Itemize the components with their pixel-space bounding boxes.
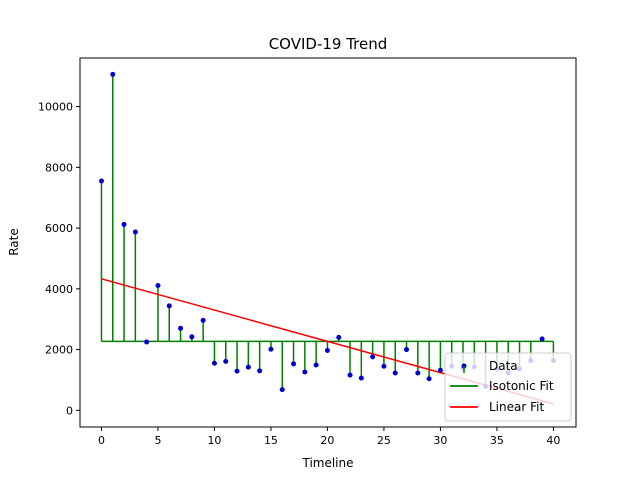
data-point bbox=[302, 369, 308, 375]
data-point bbox=[268, 346, 274, 352]
data-point bbox=[347, 372, 353, 378]
data-point bbox=[200, 317, 206, 323]
x-tick-label: 25 bbox=[377, 434, 391, 447]
legend-isotonic-label: Isotonic Fit bbox=[489, 379, 554, 393]
legend-box bbox=[444, 352, 572, 422]
data-point bbox=[257, 368, 263, 374]
data-point bbox=[155, 282, 161, 288]
data-point bbox=[539, 336, 545, 342]
data-point bbox=[189, 334, 195, 340]
data-point bbox=[313, 362, 319, 368]
data-point bbox=[144, 339, 150, 345]
data-point bbox=[392, 370, 398, 376]
data-point bbox=[121, 221, 127, 227]
y-tick-label: 6000 bbox=[45, 222, 73, 235]
x-tick-label: 30 bbox=[433, 434, 447, 447]
x-axis-label: Timeline bbox=[301, 456, 353, 470]
data-point bbox=[132, 229, 138, 235]
legend: Data Isotonic Fit Linear Fit bbox=[444, 352, 572, 422]
y-tick-label: 0 bbox=[66, 404, 73, 417]
x-tick-label: 0 bbox=[98, 434, 105, 447]
data-point bbox=[324, 347, 330, 353]
data-point bbox=[245, 364, 251, 370]
x-tick-label: 40 bbox=[546, 434, 560, 447]
data-point bbox=[234, 368, 240, 374]
data-point bbox=[279, 387, 285, 393]
y-tick-label: 8000 bbox=[45, 161, 73, 174]
data-point bbox=[358, 375, 364, 381]
data-point bbox=[404, 347, 410, 353]
data-point bbox=[98, 178, 104, 184]
data-point bbox=[178, 325, 184, 331]
data-point bbox=[166, 303, 172, 309]
plot-frame bbox=[79, 57, 577, 428]
x-axis: 0 5 10 15 20 25 30 35 40 bbox=[98, 427, 560, 447]
x-tick-label: 5 bbox=[154, 434, 161, 447]
x-tick-label: 15 bbox=[264, 434, 278, 447]
data-point bbox=[336, 334, 342, 340]
y-axis: 0 2000 4000 6000 8000 10000 bbox=[38, 101, 80, 417]
data-point bbox=[110, 71, 116, 77]
legend-data-label: Data bbox=[489, 359, 518, 373]
x-tick-label: 35 bbox=[490, 434, 504, 447]
data-point bbox=[370, 354, 376, 360]
data-point bbox=[415, 370, 421, 376]
data-point bbox=[437, 367, 443, 373]
data-point bbox=[211, 360, 217, 366]
data-point bbox=[381, 363, 387, 369]
y-axis-label: Rate bbox=[7, 228, 21, 256]
data-point bbox=[291, 361, 297, 367]
x-tick-label: 10 bbox=[207, 434, 221, 447]
legend-linear-label: Linear Fit bbox=[489, 400, 544, 414]
x-tick-label: 20 bbox=[320, 434, 334, 447]
y-tick-label: 2000 bbox=[45, 344, 73, 357]
chart-title: COVID-19 Trend bbox=[269, 35, 388, 53]
isotonic-stems bbox=[100, 74, 555, 390]
y-tick-label: 10000 bbox=[38, 101, 73, 114]
data-point bbox=[426, 376, 432, 382]
y-tick-label: 4000 bbox=[45, 283, 73, 296]
data-point bbox=[223, 358, 229, 364]
